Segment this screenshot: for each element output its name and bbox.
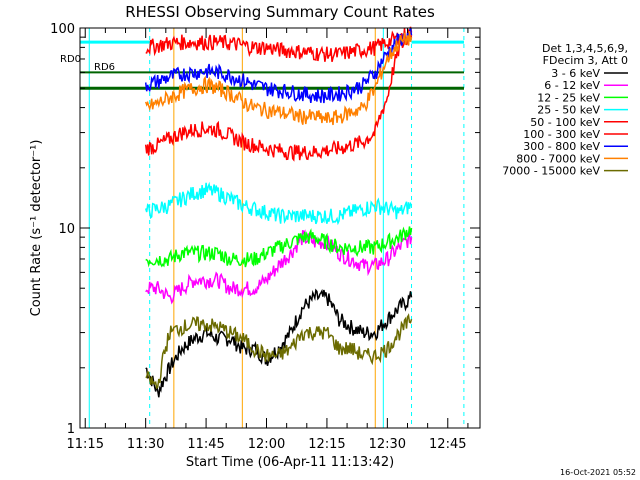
x-tick-label: 12:30 <box>369 437 406 452</box>
legend-label-6to12keV: 6 - 12 keV <box>544 79 600 92</box>
rd6-label: RD6 <box>94 62 115 73</box>
legend-label-100to300keV: 100 - 300 keV <box>523 128 600 141</box>
footer-date: 16-Oct-2021 05:52 <box>560 468 636 477</box>
series-line-7000to15000keV <box>145 313 413 390</box>
series-line-25to50keV <box>144 181 413 226</box>
y-tick-label: 1 <box>67 422 75 437</box>
legend-label-800to7000keV: 800 - 7000 keV <box>516 152 600 165</box>
legend-label-50to100keV: 50 - 100 keV <box>530 116 600 129</box>
legend-label-12to25keV: 12 - 25 keV <box>537 91 600 104</box>
x-axis: 11:15 11:30 11:45 12:00 12:15 12:30 12:45 <box>67 28 469 452</box>
legend-header-line2: FDecim 3, Att 0 <box>543 54 628 67</box>
legend: Det 1,3,4,5,6,9, FDecim 3, Att 0 3 - 6 k… <box>502 42 628 178</box>
plot-area <box>80 26 465 428</box>
x-tick-label: 11:15 <box>67 437 104 452</box>
rd0-label: RD0 <box>60 54 81 65</box>
legend-label-300to800keV: 300 - 800 keV <box>523 140 600 153</box>
y-tick-label: 10 <box>58 222 75 237</box>
x-tick-label: 12:15 <box>308 437 345 452</box>
series-line-800to7000keV <box>144 30 413 126</box>
x-axis-label: Start Time (06-Apr-11 11:13:42) <box>186 455 394 470</box>
x-tick-label: 12:45 <box>429 437 466 452</box>
x-tick-label: 11:30 <box>127 437 164 452</box>
legend-header-line1: Det 1,3,4,5,6,9, <box>542 42 628 55</box>
chart-title: RHESSI Observing Summary Count Rates <box>125 3 435 21</box>
x-tick-label: 12:00 <box>248 437 285 452</box>
y-axis-label: Count Rate (s⁻¹ detector⁻¹) <box>29 140 44 317</box>
legend-label-3to6keV: 3 - 6 keV <box>551 67 600 80</box>
series-line-12to25keV <box>145 226 413 268</box>
series-line-50to100keV <box>144 34 413 162</box>
legend-label-25to50keV: 25 - 50 keV <box>537 104 600 117</box>
series-line-100to300keV <box>145 26 413 62</box>
y-tick-label: 100 <box>50 22 75 37</box>
series-line-6to12keV <box>145 229 413 305</box>
series-line-300to800keV <box>144 28 413 104</box>
y-axis: 1 10 100 <box>50 22 480 437</box>
x-tick-label: 11:45 <box>187 437 224 452</box>
legend-label-7000to15000keV: 7000 - 15000 keV <box>502 165 600 178</box>
series-line-3to6keV <box>145 288 413 398</box>
